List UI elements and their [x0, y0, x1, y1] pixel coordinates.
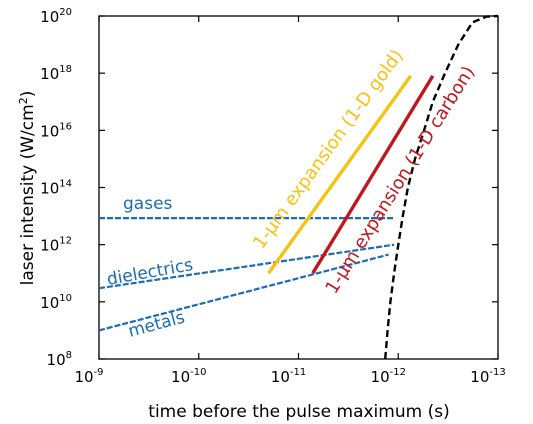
y-tick-base: 10	[40, 294, 59, 312]
y-axis-label-superscript: 2	[17, 97, 30, 104]
dielectrics-series-label: dielectrics	[105, 255, 194, 290]
series-line-1-m-expansion-1-d-gold	[267, 74, 413, 275]
x-tick-base: 10	[371, 368, 390, 386]
x-tick-base: 10	[171, 368, 190, 386]
x-tick-exponent: -12	[390, 367, 406, 378]
y-tick-base: 10	[40, 65, 59, 83]
x-tick-exponent: -11	[290, 367, 306, 378]
y-tick-label: 1012	[40, 236, 72, 255]
x-tick-label: 10-12	[371, 367, 406, 386]
y-tick-label: 1016	[40, 121, 72, 140]
x-tick-label: 10-10	[171, 367, 206, 386]
series-line-1-m-expansion-1-d-carbon	[311, 75, 435, 275]
y-tick-exponent: 8	[66, 350, 72, 361]
series-line-dielectrics	[98, 243, 395, 290]
series-line-metals	[98, 253, 389, 332]
metals-series-label: metals	[126, 308, 187, 342]
x-tick-exponent: -10	[190, 367, 206, 378]
y-tick-base: 10	[40, 122, 59, 140]
x-tick-base: 10	[271, 368, 290, 386]
y-tick-exponent: 18	[59, 64, 72, 75]
y-tick-base: 10	[47, 351, 66, 369]
y-tick-label: 1020	[40, 7, 72, 26]
y-tick-exponent: 10	[59, 293, 72, 304]
y-tick-base: 10	[40, 237, 59, 255]
y-tick-exponent: 14	[59, 179, 72, 190]
carbon-series-label: 1-μm expansion (1-D carbon)	[321, 62, 479, 297]
y-axis-label-main: laser intensity (W/cm	[18, 104, 38, 285]
y-tick-label: 1014	[40, 179, 72, 198]
y-tick-exponent: 12	[59, 236, 72, 247]
y-tick-base: 10	[40, 180, 59, 198]
x-tick-exponent: -13	[489, 367, 505, 378]
pulse-intensity-curve	[384, 14, 499, 360]
x-tick-label: 10-13	[470, 367, 505, 386]
y-tick-label: 108	[47, 350, 72, 369]
y-tick-base: 10	[40, 8, 59, 26]
x-axis-label: time before the pulse maximum (s)	[148, 402, 449, 422]
x-tick-base: 10	[74, 368, 93, 386]
x-tick-exponent: -9	[94, 367, 104, 378]
x-tick-base: 10	[470, 368, 489, 386]
y-tick-label: 1018	[40, 64, 72, 83]
y-axis-label-end: )	[18, 91, 38, 98]
y-axis-label: laser intensity (W/cm2)	[17, 91, 38, 286]
y-tick-exponent: 16	[59, 121, 72, 132]
gases-series-label: gases	[123, 194, 173, 214]
plot-series	[98, 14, 499, 360]
x-tick-label: 10-9	[74, 367, 103, 386]
y-tick-label: 1010	[40, 293, 72, 312]
axis-ticks: 10-9 10-10 10-11 10-12 10-131081010101210141…	[40, 7, 506, 386]
x-tick-label: 10-11	[271, 367, 306, 386]
y-tick-exponent: 20	[59, 7, 72, 18]
